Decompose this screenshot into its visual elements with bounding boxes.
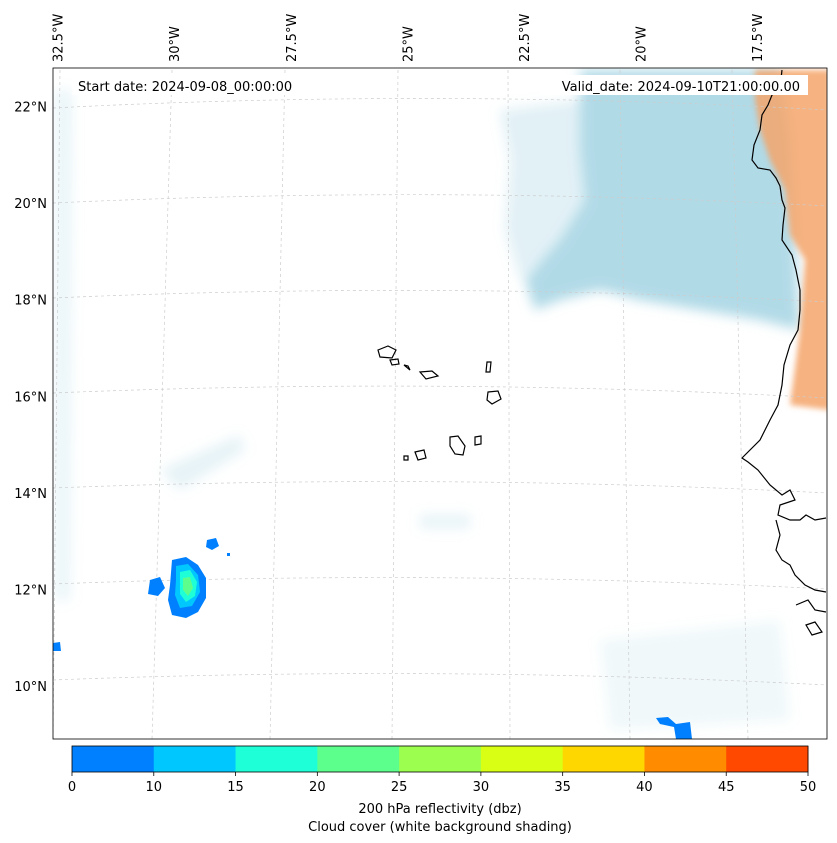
reflectivity-cell-tiny bbox=[227, 553, 230, 556]
start-date-box bbox=[72, 75, 312, 95]
african-coastline bbox=[741, 69, 827, 521]
colorbar-tick-label: 0 bbox=[68, 780, 76, 795]
colorbar-segment bbox=[153, 746, 237, 772]
reflectivity-cell-edge bbox=[53, 642, 61, 651]
island-sao-nicolau bbox=[418, 370, 440, 380]
latitude-tick-label: 10°N bbox=[14, 680, 47, 695]
start-date-label: Start date: 2024-09-08_00:00:00 bbox=[78, 80, 292, 95]
latitude-tick-label: 14°N bbox=[14, 487, 47, 502]
coastlines bbox=[377, 69, 827, 636]
longitude-ticks: 32.5°W 30°W 27.5°W 25°W 22.5°W 20°W 17.5°W bbox=[52, 14, 766, 62]
colorbar-segment bbox=[562, 746, 645, 772]
longitude-tick-label: 22.5°W bbox=[518, 14, 533, 62]
reflectivity-cell-main-core bbox=[183, 577, 193, 596]
island-santo-antao bbox=[377, 345, 397, 359]
latitude-tick-label: 16°N bbox=[14, 390, 47, 405]
latitude-ticks: 22°N 20°N 18°N 16°N 14°N 12°N 10°N bbox=[14, 101, 47, 695]
map-content bbox=[53, 69, 827, 739]
colorbar-segment bbox=[480, 746, 564, 772]
longitude-tick-label: 27.5°W bbox=[285, 14, 300, 62]
longitude-tick-label: 25°W bbox=[401, 26, 416, 62]
colorbar-tick-label: 50 bbox=[800, 780, 817, 795]
colorbar-tick-label: 30 bbox=[473, 780, 490, 795]
cloud-cover-main bbox=[525, 70, 800, 330]
longitude-tick-label: 20°W bbox=[634, 26, 649, 62]
colorbar: 0 10 15 20 25 30 35 40 45 50 bbox=[68, 745, 817, 795]
cloud-cover-fringe bbox=[500, 100, 585, 280]
map-border bbox=[52, 67, 828, 740]
colorbar-tick-label: 35 bbox=[554, 780, 571, 795]
colorbar-segment bbox=[317, 746, 400, 772]
reflectivity-cell-west bbox=[148, 577, 165, 596]
island-sal bbox=[485, 361, 492, 373]
island-maio bbox=[474, 435, 482, 446]
reflectivity-cell-north bbox=[206, 538, 219, 550]
colorbar-border bbox=[71, 745, 809, 773]
cloud-cover-south bbox=[600, 620, 790, 730]
island-fogo bbox=[414, 449, 427, 461]
colorbar-segment bbox=[644, 746, 727, 772]
longitude-tick-label: 17.5°W bbox=[751, 14, 766, 62]
colorbar-label-reflectivity: 200 hPa reflectivity (dbz) bbox=[358, 802, 521, 817]
island-boa-vista bbox=[486, 390, 502, 405]
colorbar-tick-label: 45 bbox=[718, 780, 735, 795]
latitude-tick-label: 12°N bbox=[14, 583, 47, 598]
colorbar-segment bbox=[72, 746, 155, 772]
cloud-cover-layer bbox=[55, 70, 800, 730]
colorbar-tick-label: 10 bbox=[146, 780, 163, 795]
coast-senegal-south bbox=[775, 519, 827, 593]
coast-guinea bbox=[795, 599, 827, 613]
island-sao-vicente bbox=[389, 358, 400, 366]
colorbar-tick-label: 40 bbox=[636, 780, 653, 795]
valid-date-label: Valid_date: 2024-09-10T21:00:00.00 bbox=[562, 80, 800, 95]
cloud-cover-streak bbox=[160, 435, 245, 490]
colorbar-tick-label: 25 bbox=[391, 780, 408, 795]
dust-layer bbox=[755, 70, 827, 410]
colorbar-label-cloud-cover: Cloud cover (white background shading) bbox=[308, 820, 572, 835]
coast-guinea-islands bbox=[805, 621, 823, 636]
longitude-tick-label: 30°W bbox=[168, 26, 183, 62]
latitude-tick-label: 20°N bbox=[14, 197, 47, 212]
colorbar-tick-label: 15 bbox=[227, 780, 244, 795]
gridlines bbox=[53, 69, 827, 739]
longitude-tick-label: 32.5°W bbox=[52, 14, 67, 62]
cloud-cover-west-strip bbox=[55, 90, 72, 600]
colorbar-segment bbox=[399, 746, 482, 772]
latitude-tick-label: 18°N bbox=[14, 294, 47, 309]
island-santa-luzia bbox=[403, 364, 411, 371]
colorbar-tick-label: 20 bbox=[309, 780, 326, 795]
reflectivity-cell-south bbox=[656, 717, 692, 739]
island-santiago bbox=[449, 435, 466, 456]
colorbar-segment bbox=[235, 746, 318, 772]
colorbar-segment bbox=[726, 746, 809, 772]
dust-shading bbox=[755, 70, 827, 410]
island-brava bbox=[403, 455, 409, 461]
cloud-cover-patch bbox=[420, 515, 470, 528]
reflectivity-layer bbox=[53, 538, 692, 739]
valid-date-box bbox=[540, 75, 808, 95]
latitude-tick-label: 22°N bbox=[14, 101, 47, 116]
